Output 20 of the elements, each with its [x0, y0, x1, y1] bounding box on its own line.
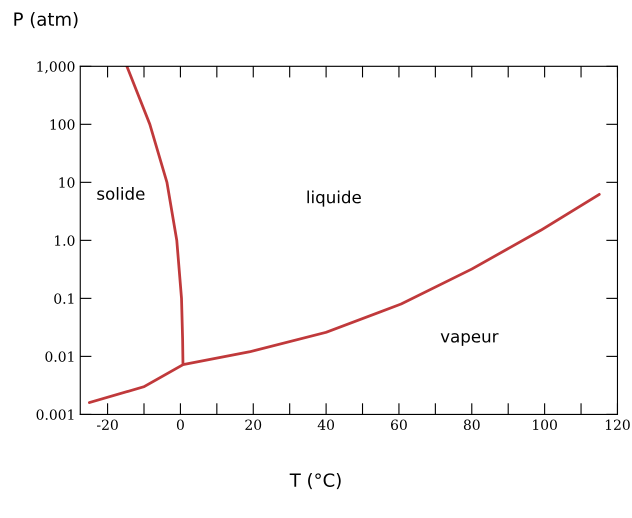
x-tick-label: 20 [245, 420, 262, 430]
y-tick-label: 100 [50, 119, 74, 130]
annotation: vapeur [440, 333, 499, 346]
x-tick-label: -20 [97, 420, 118, 430]
annotation: liquide [307, 190, 361, 207]
y-tick-label: 0.01 [45, 351, 74, 362]
x-tick-label: 60 [391, 420, 407, 430]
y-tick-label: 10 [59, 177, 74, 188]
y-tick-label: 0.1 [54, 293, 74, 304]
x-tick-label: 80 [464, 420, 480, 430]
y-tick-label: 1.0 [55, 235, 74, 246]
x-tick-label: 120 [606, 420, 630, 430]
y-tick-label: 1,000 [37, 61, 74, 74]
y-tick-label: 0.001 [36, 409, 74, 420]
x-tick-label: 0 [176, 420, 184, 430]
annotation: solide [97, 187, 144, 200]
x-tick-label: 100 [533, 420, 557, 430]
x-axis-title: T (°C) [290, 473, 341, 490]
y-axis-title: P (atm) [14, 12, 78, 28]
x-tick-label: 40 [318, 420, 334, 430]
